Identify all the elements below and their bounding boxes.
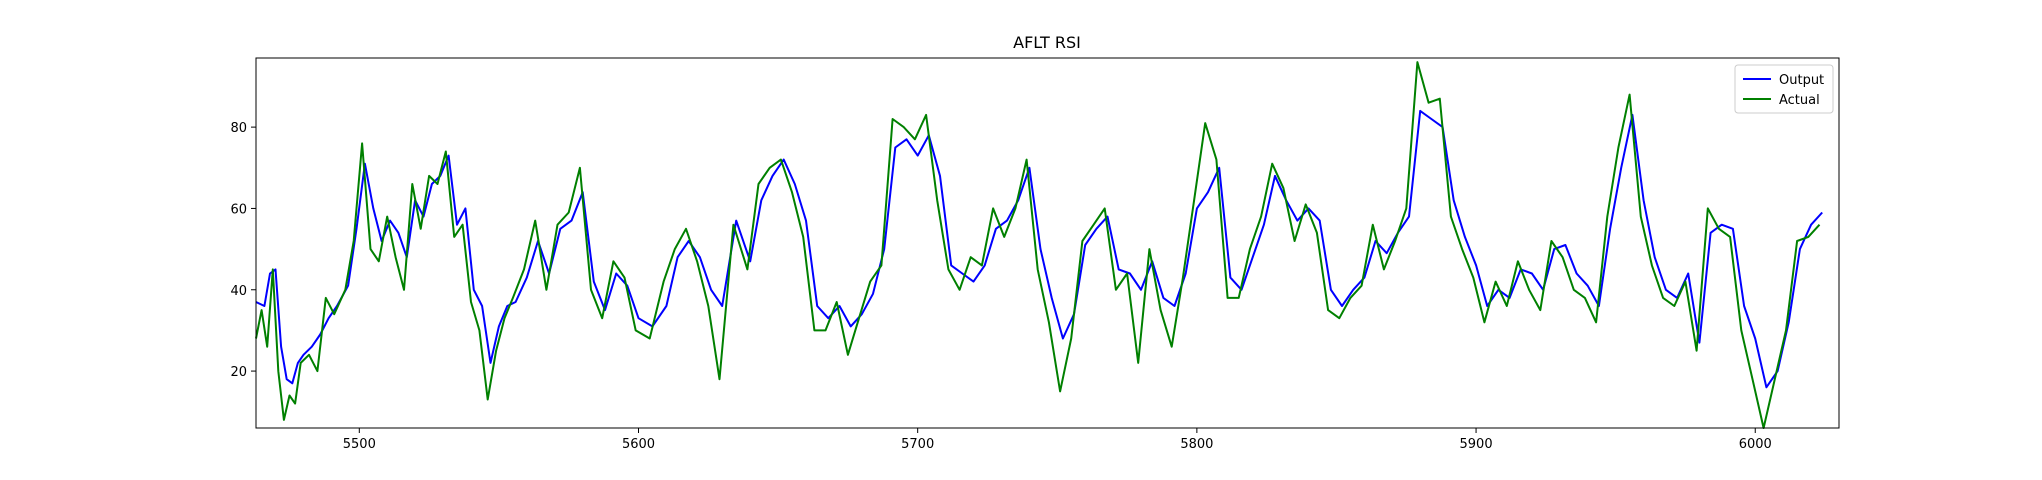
legend-label-actual: Actual [1779,93,1820,108]
x-tick-label-5900: 5900 [1460,437,1493,452]
series-line-actual [255,61,1821,429]
x-tick-label-5800: 5800 [1180,437,1213,452]
legend-label-output: Output [1779,73,1824,88]
plot-frame [255,57,1840,429]
legend: Output Actual [1734,64,1834,114]
x-tick-label-5700: 5700 [901,437,934,452]
x-tick-label-6000: 6000 [1739,437,1772,452]
y-tick-label-40: 40 [230,284,247,299]
legend-box [1734,64,1834,114]
chart-title: AFLT RSI [1013,33,1081,52]
y-tick-label-20: 20 [230,365,247,380]
x-tick-label-5500: 5500 [343,437,376,452]
y-tick-label-80: 80 [230,121,247,136]
x-tick-label-5600: 5600 [622,437,655,452]
y-tick-label-60: 60 [230,202,247,217]
